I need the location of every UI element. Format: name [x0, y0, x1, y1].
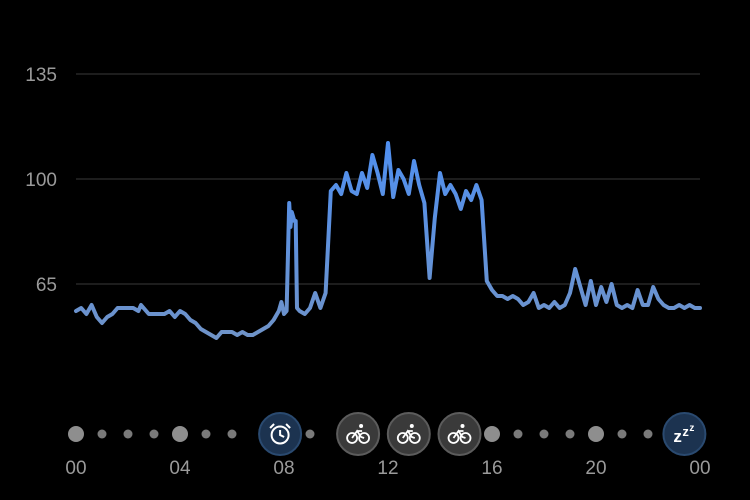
- bicycle-icon: [447, 424, 472, 444]
- timeline-marker-bicycle-icon[interactable]: [386, 412, 431, 456]
- timeline-hour-dot: [643, 429, 653, 439]
- series-line-heart-rate: [74, 141, 702, 340]
- x-tick-label-1: 04: [169, 458, 191, 479]
- timeline-hour-dot: [123, 429, 133, 439]
- x-tick-label-0: 00: [65, 458, 86, 479]
- timeline-hour-dot: [617, 429, 627, 439]
- timeline-hour-dot: [201, 429, 211, 439]
- x-tick-label-5: 20: [585, 458, 606, 479]
- alarm-clock-icon: [269, 423, 291, 445]
- y-tick-label-100: 100: [25, 170, 57, 191]
- svg-text:z: z: [689, 423, 694, 434]
- timeline-hour-dot-large: [68, 426, 84, 442]
- timeline-hour-dot: [227, 429, 237, 439]
- bicycle-icon: [346, 424, 371, 444]
- timeline-hour-dot: [565, 429, 575, 439]
- x-tick-label-2: 08: [273, 458, 294, 479]
- timeline-hour-dot-large: [588, 426, 604, 442]
- svg-text:z: z: [682, 424, 689, 439]
- timeline-marker-bg: [662, 412, 707, 456]
- timeline-marker-bicycle-icon[interactable]: [437, 412, 482, 456]
- x-tick-label-3: 12: [377, 458, 398, 479]
- timeline-hour-dot: [149, 429, 159, 439]
- x-axis-ticks: 00 04 08 12 16 20 00: [65, 458, 710, 479]
- timeline-hour-dot: [513, 429, 523, 439]
- x-tick-label-6: 00: [689, 458, 710, 479]
- timeline-hour-dot: [539, 429, 549, 439]
- x-tick-label-4: 16: [481, 458, 502, 479]
- bicycle-icon: [396, 424, 421, 444]
- y-tick-label-65: 65: [36, 275, 57, 296]
- grid-lines: [76, 73, 700, 285]
- svg-text:z: z: [673, 427, 682, 446]
- y-axis-ticks: 65 100 135: [25, 65, 57, 296]
- timeline-hour-dot-large: [484, 426, 500, 442]
- series-layer: [74, 141, 702, 340]
- timeline-hour-dot-large: [172, 426, 188, 442]
- timeline-hour-dot: [97, 429, 107, 439]
- timeline-marker-bicycle-icon[interactable]: [336, 412, 381, 456]
- y-tick-label-135: 135: [25, 65, 57, 86]
- timeline-hour-dot: [305, 429, 315, 439]
- timeline-marker-alarm-clock-icon[interactable]: [258, 412, 303, 456]
